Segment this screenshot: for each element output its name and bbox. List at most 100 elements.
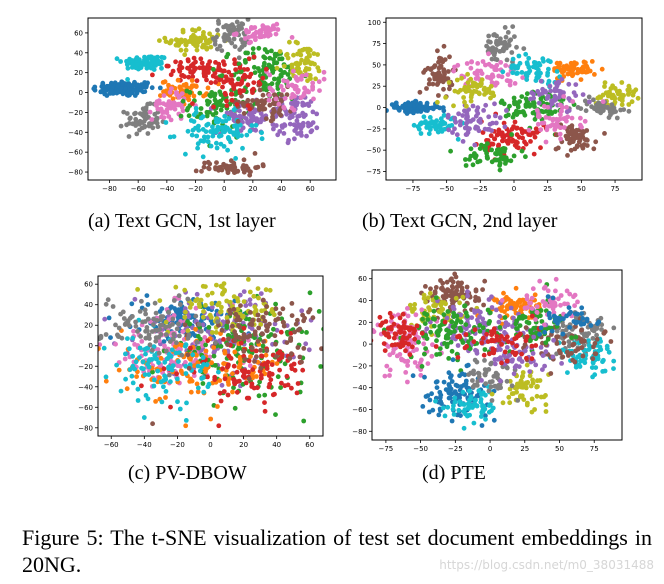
scatter-point <box>513 363 519 369</box>
scatter-point <box>215 119 221 125</box>
scatter-point <box>533 343 539 348</box>
scatter-point <box>483 381 488 387</box>
scatter-point <box>212 97 218 103</box>
scatter-point <box>125 65 131 71</box>
scatter-point <box>232 170 237 176</box>
scatter-point <box>214 282 219 288</box>
scatter-point <box>461 409 467 414</box>
scatter-point <box>454 132 460 138</box>
scatter-point <box>541 120 547 126</box>
scatter-point <box>495 41 501 47</box>
scatter-point <box>519 380 524 385</box>
x-tick-label: −75 <box>406 185 421 193</box>
scatter-point <box>500 69 506 75</box>
scatter-point <box>221 337 226 342</box>
scatter-point <box>218 92 224 97</box>
scatter-point <box>267 28 272 34</box>
scatter-point <box>184 107 190 113</box>
scatter-point <box>250 318 255 324</box>
scatter-point <box>125 336 130 341</box>
scatter-point <box>121 316 127 321</box>
scatter-point <box>291 68 296 74</box>
scatter-point <box>213 165 218 170</box>
scatter-point <box>538 313 543 319</box>
scatter-point <box>468 146 474 152</box>
scatter-point <box>238 303 243 308</box>
scatter-point <box>58 84 63 89</box>
scatter-point <box>422 321 428 326</box>
scatter-point <box>200 154 206 160</box>
scatter-point <box>588 323 594 328</box>
scatter-point <box>463 378 469 384</box>
scatter-point <box>582 118 588 124</box>
scatter-point <box>199 60 205 66</box>
scatter-point <box>304 330 309 335</box>
scatter-point <box>482 85 487 91</box>
scatter-point <box>559 361 564 366</box>
scatter-point <box>460 389 466 395</box>
scatter-point <box>504 378 510 384</box>
scatter-point <box>464 61 470 66</box>
x-tick-label: 75 <box>590 445 599 453</box>
scatter-point <box>170 102 176 108</box>
scatter-point <box>197 336 203 342</box>
scatter-point <box>155 54 160 60</box>
scatter-point <box>170 68 176 74</box>
scatter-point <box>259 308 264 314</box>
scatter-point <box>447 395 453 401</box>
scatter-point <box>279 380 284 386</box>
scatter-point <box>115 332 120 338</box>
scatter-point <box>537 378 543 383</box>
scatter-point <box>545 104 551 110</box>
scatter-point <box>450 130 455 135</box>
scatter-point <box>246 277 251 282</box>
scatter-point <box>280 306 286 312</box>
scatter-point <box>241 334 247 339</box>
scatter-point <box>539 319 545 324</box>
scatter-point <box>489 128 494 134</box>
scatter-point <box>536 100 542 106</box>
scatter-point <box>504 138 509 144</box>
scatter-point <box>195 145 201 151</box>
scatter-point <box>306 46 312 52</box>
scatter-point <box>289 105 295 111</box>
scatter-point <box>414 347 419 352</box>
scatter-point <box>418 372 424 378</box>
scatter-point <box>507 82 513 88</box>
scatter-point <box>477 323 483 328</box>
scatter-point <box>543 89 549 95</box>
scatter-point <box>425 295 431 301</box>
scatter-point <box>561 340 567 346</box>
scatter-point <box>179 105 185 110</box>
scatter-point <box>552 318 558 324</box>
y-tick-label: 60 <box>84 281 93 289</box>
scatter-point <box>413 98 418 104</box>
scatter-point <box>165 356 171 361</box>
scatter-point <box>225 170 231 176</box>
scatter-point <box>571 90 577 95</box>
scatter-point <box>281 78 287 84</box>
scatter-point <box>123 321 129 326</box>
scatter-point <box>543 340 549 346</box>
scatter-point <box>564 104 569 110</box>
scatter-point <box>492 136 497 142</box>
x-tick-label: −60 <box>104 441 119 449</box>
scatter-point <box>459 288 465 294</box>
scatter-point <box>220 119 226 124</box>
scatter-point <box>580 316 586 321</box>
scatter-point <box>234 125 240 131</box>
scatter-point <box>466 84 472 90</box>
scatter-point <box>572 359 578 365</box>
scatter-point <box>148 61 154 66</box>
scatter-point <box>465 293 470 299</box>
scatter-point <box>178 39 184 45</box>
scatter-point <box>140 359 146 365</box>
scatter-point <box>295 381 301 386</box>
scatter-point <box>436 59 441 65</box>
scatter-point <box>611 358 617 364</box>
scatter-point <box>594 332 599 338</box>
scatter-point <box>235 298 241 304</box>
scatter-point <box>298 122 303 128</box>
scatter-point <box>185 57 191 62</box>
scatter-point <box>386 334 392 340</box>
